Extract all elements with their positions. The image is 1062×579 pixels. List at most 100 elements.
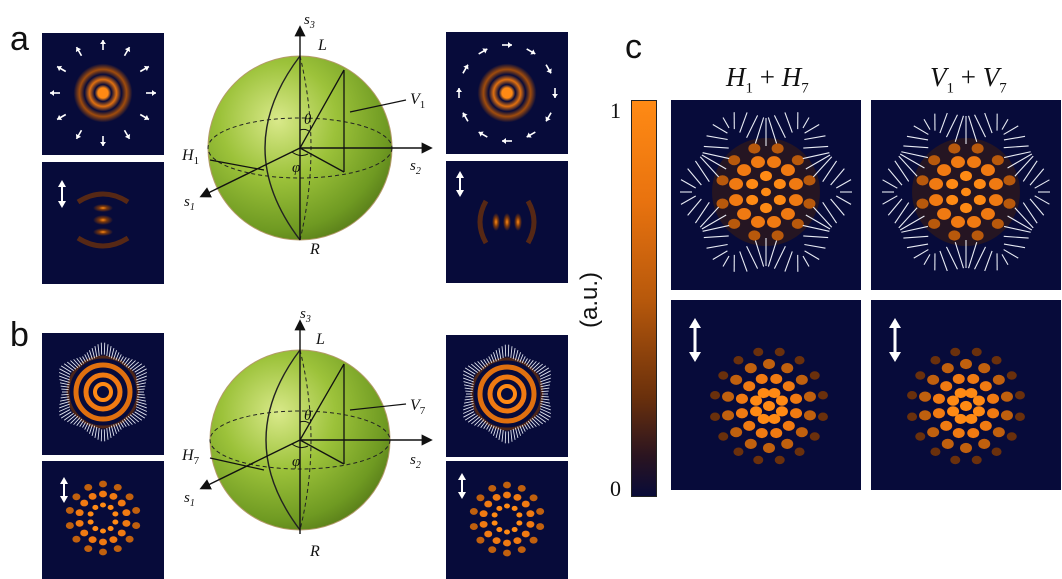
polarization-line xyxy=(906,243,929,249)
polarization-line xyxy=(803,145,829,149)
intensity-spot xyxy=(1000,391,1013,402)
polarization-line xyxy=(91,425,96,436)
polarization-arrow-icon xyxy=(545,64,552,74)
panel-label-b: b xyxy=(10,316,29,354)
polarization-arrow-icon xyxy=(100,136,106,146)
intensity-spot xyxy=(763,358,775,370)
polarization-line xyxy=(903,145,929,149)
polarization-line xyxy=(463,377,474,383)
intensity-spot xyxy=(790,408,803,419)
polarization-line xyxy=(1003,125,1019,135)
polarization-line xyxy=(540,398,550,401)
polarization-line xyxy=(58,372,71,378)
polarization-line xyxy=(1001,118,1009,130)
polarization-line xyxy=(108,346,112,358)
intensity-spot xyxy=(770,427,783,439)
polarization-line xyxy=(1022,160,1038,182)
polarization-line xyxy=(702,224,730,232)
intensity-spot xyxy=(113,545,122,553)
polarization-line xyxy=(517,352,521,362)
theta-label: θ xyxy=(304,112,312,128)
intensity-spot xyxy=(503,539,511,547)
intensity-spot xyxy=(794,356,805,365)
beam-b-ring-right xyxy=(446,335,568,457)
polarization-arrow-icon xyxy=(478,131,488,138)
intensity-spot xyxy=(496,505,503,512)
intensity-spot xyxy=(782,420,795,431)
polarization-line xyxy=(463,370,475,377)
polarization-line xyxy=(110,348,115,359)
polarization-line xyxy=(524,424,528,430)
polarization-line xyxy=(501,346,504,358)
intensity-spot xyxy=(722,391,735,402)
intensity-spot xyxy=(763,442,775,454)
intensity-spot xyxy=(75,519,84,527)
intensity-spot xyxy=(927,374,940,385)
intensity-spot xyxy=(960,400,972,412)
polarization-line xyxy=(465,390,473,393)
polarization-line xyxy=(94,346,98,358)
intensity-spot xyxy=(755,427,768,439)
s1-label: s1 xyxy=(184,194,195,213)
intensity-spot xyxy=(915,371,926,380)
intensity-spot xyxy=(817,412,828,421)
column-title-h1-h7: H1 + H7 xyxy=(726,62,809,97)
intensity-spot xyxy=(755,373,768,385)
polarization-line xyxy=(132,412,143,421)
polarization-line xyxy=(538,413,550,421)
intensity-spot xyxy=(978,438,991,449)
polarization-line xyxy=(529,361,537,369)
s3-label: s3 xyxy=(300,306,311,325)
polarization-line xyxy=(541,395,549,398)
polarization-line xyxy=(84,354,89,362)
polarization-line xyxy=(540,377,551,383)
intensity-spot xyxy=(75,509,84,517)
polarization-line xyxy=(784,251,793,272)
intensity-spot xyxy=(496,526,503,533)
polarization-line xyxy=(76,418,83,426)
polarization-line xyxy=(701,214,727,230)
phi-label: φ xyxy=(292,160,300,176)
intensity-spot xyxy=(809,371,820,380)
intensity-spot xyxy=(100,502,106,508)
intensity-spot xyxy=(948,143,961,154)
polarization-line xyxy=(525,422,531,429)
polarization-arrow-icon xyxy=(56,113,67,121)
polarization-line xyxy=(540,387,550,390)
polarization-line xyxy=(533,416,543,425)
polarization-line xyxy=(923,118,931,130)
intensity-spot xyxy=(99,548,107,556)
intensity-spot xyxy=(80,529,89,537)
intensity-spot xyxy=(744,438,757,449)
intensity-spot xyxy=(753,347,764,357)
intensity-spot xyxy=(750,406,763,417)
polarization-line xyxy=(527,360,534,368)
intensity-spot xyxy=(937,207,952,220)
polarization-line xyxy=(132,363,143,372)
intensity-spot xyxy=(771,230,784,241)
polarization-line xyxy=(812,156,833,178)
polarization-line xyxy=(754,240,765,267)
intensity-spot xyxy=(973,178,986,190)
intensity-spot xyxy=(791,155,804,166)
polarization-line xyxy=(804,124,820,134)
polarization-line xyxy=(63,412,74,421)
intensity-spot xyxy=(479,520,488,528)
intensity-spot xyxy=(72,535,81,543)
polarization-line xyxy=(63,363,74,372)
intensity-spot xyxy=(760,170,772,182)
s1-label: s1 xyxy=(184,490,195,509)
intensity-spot xyxy=(932,393,945,404)
colorbar-max-label: 1 xyxy=(610,98,621,123)
intensity-spot xyxy=(107,525,114,532)
intensity-spot xyxy=(748,230,761,241)
r-label: R xyxy=(309,543,320,560)
polarization-line xyxy=(483,422,489,429)
polarization-line xyxy=(901,225,929,233)
intensity-spot xyxy=(710,391,721,400)
polarization-line xyxy=(59,382,70,386)
polarization-line xyxy=(687,168,702,186)
polarization-line xyxy=(836,179,852,189)
polarization-line xyxy=(531,362,540,371)
polarization-line xyxy=(680,195,696,205)
